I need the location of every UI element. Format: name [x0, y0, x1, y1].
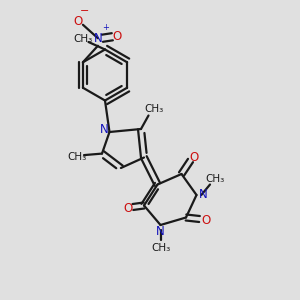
Text: O: O: [74, 15, 83, 28]
Text: N: N: [199, 188, 208, 202]
Text: +: +: [102, 23, 109, 32]
Text: O: O: [201, 214, 210, 227]
Text: O: O: [123, 202, 132, 215]
Text: N: N: [156, 225, 165, 238]
Text: N: N: [94, 32, 102, 45]
Text: O: O: [189, 151, 198, 164]
Text: CH₃: CH₃: [67, 152, 86, 162]
Text: CH₃: CH₃: [151, 243, 170, 253]
Text: CH₃: CH₃: [206, 174, 225, 184]
Text: −: −: [80, 6, 89, 16]
Text: CH₃: CH₃: [144, 103, 164, 114]
Text: O: O: [113, 30, 122, 43]
Text: CH₃: CH₃: [73, 34, 92, 44]
Text: N: N: [100, 123, 109, 136]
